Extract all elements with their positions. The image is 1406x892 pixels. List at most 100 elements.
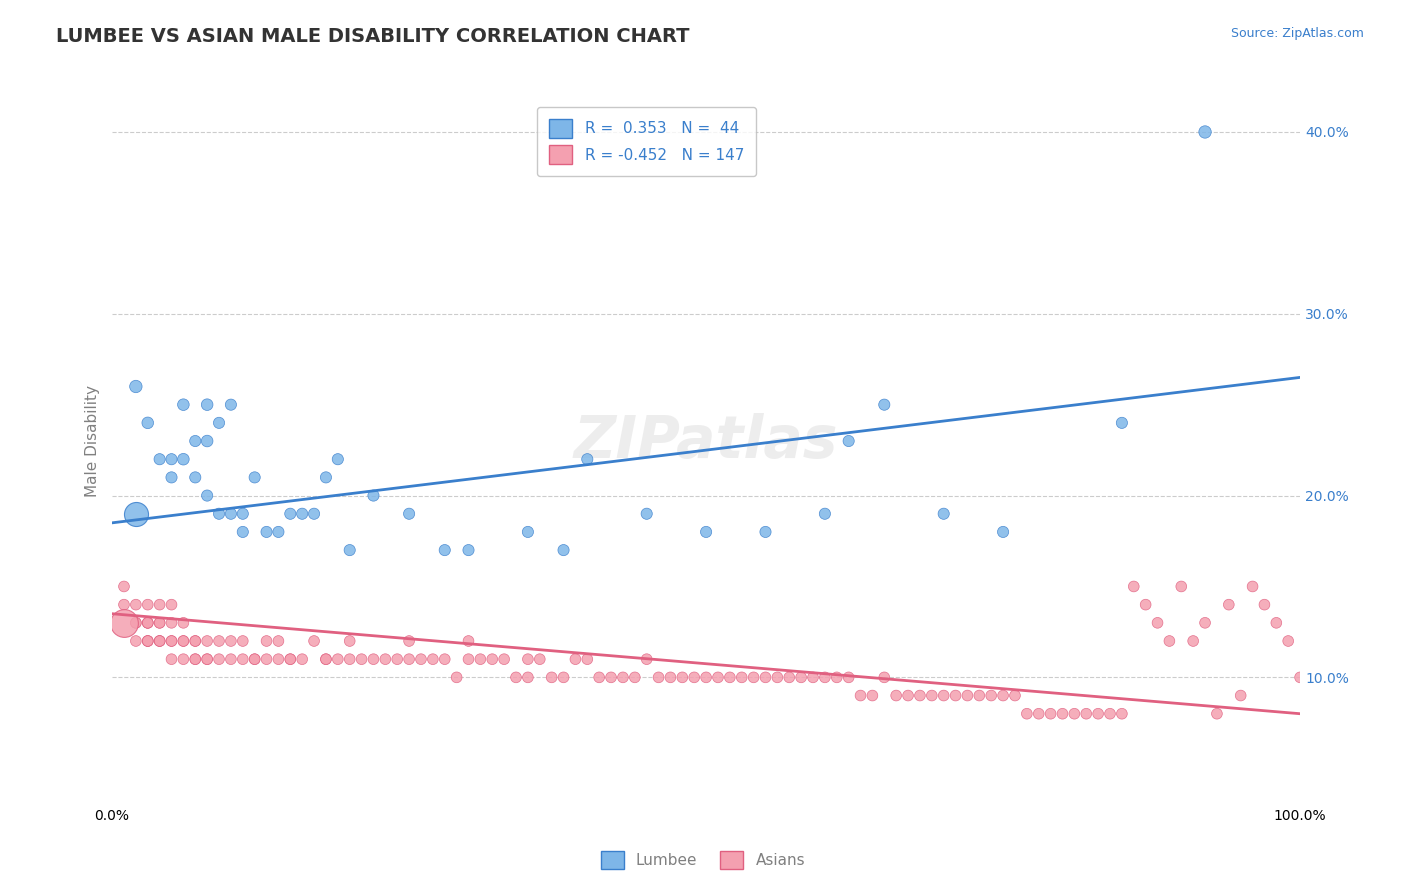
Text: ZIPatlas: ZIPatlas [574,412,838,469]
Point [1182,634,1205,648]
Y-axis label: Male Disability: Male Disability [86,385,100,497]
Point [219,507,242,521]
Point [125,379,148,393]
Point [778,670,800,684]
Point [481,652,503,666]
Point [588,670,610,684]
Point [172,634,194,648]
Point [160,452,183,467]
Point [315,470,337,484]
Point [1122,579,1144,593]
Point [149,452,172,467]
Point [1063,706,1085,721]
Point [683,670,706,684]
Point [149,634,172,648]
Point [339,543,361,558]
Point [125,615,148,630]
Point [540,670,562,684]
Point [1206,706,1229,721]
Point [160,598,183,612]
Point [718,670,741,684]
Point [208,507,231,521]
Point [766,670,789,684]
Point [457,543,479,558]
Point [1159,634,1181,648]
Point [433,652,456,666]
Point [112,579,135,593]
Point [945,689,967,703]
Point [612,670,634,684]
Point [1348,689,1371,703]
Point [1004,689,1026,703]
Point [232,524,254,539]
Point [278,652,301,666]
Point [326,452,349,467]
Point [243,652,266,666]
Point [801,670,824,684]
Point [659,670,682,684]
Point [838,434,860,448]
Point [980,689,1002,703]
Point [754,524,776,539]
Point [149,598,172,612]
Point [422,652,444,666]
Point [825,670,848,684]
Point [921,689,943,703]
Point [433,543,456,558]
Point [195,652,218,666]
Point [1218,598,1240,612]
Point [195,489,218,503]
Point [671,670,693,684]
Point [1194,615,1216,630]
Point [195,652,218,666]
Point [636,507,658,521]
Point [897,689,920,703]
Point [136,416,159,430]
Point [184,652,207,666]
Point [315,652,337,666]
Point [243,470,266,484]
Point [516,670,538,684]
Point [838,670,860,684]
Point [184,652,207,666]
Point [219,652,242,666]
Point [932,507,955,521]
Point [125,507,148,521]
Point [160,652,183,666]
Point [160,634,183,648]
Point [350,652,373,666]
Point [446,670,468,684]
Point [398,634,420,648]
Point [873,670,896,684]
Point [873,398,896,412]
Point [1135,598,1157,612]
Point [172,615,194,630]
Point [1265,615,1288,630]
Point [208,634,231,648]
Point [232,634,254,648]
Point [860,689,883,703]
Point [516,524,538,539]
Point [1360,706,1382,721]
Point [991,689,1014,703]
Point [363,652,385,666]
Point [494,652,516,666]
Point [125,615,148,630]
Point [505,670,527,684]
Point [339,652,361,666]
Point [256,652,278,666]
Point [136,634,159,648]
Point [184,434,207,448]
Point [219,634,242,648]
Point [1087,706,1109,721]
Point [1384,689,1406,703]
Point [814,507,837,521]
Point [1301,652,1323,666]
Point [1111,416,1133,430]
Point [1372,670,1395,684]
Point [1098,706,1121,721]
Point [172,452,194,467]
Point [884,689,907,703]
Legend: R =  0.353   N =  44, R = -0.452   N = 147: R = 0.353 N = 44, R = -0.452 N = 147 [537,107,756,177]
Point [160,634,183,648]
